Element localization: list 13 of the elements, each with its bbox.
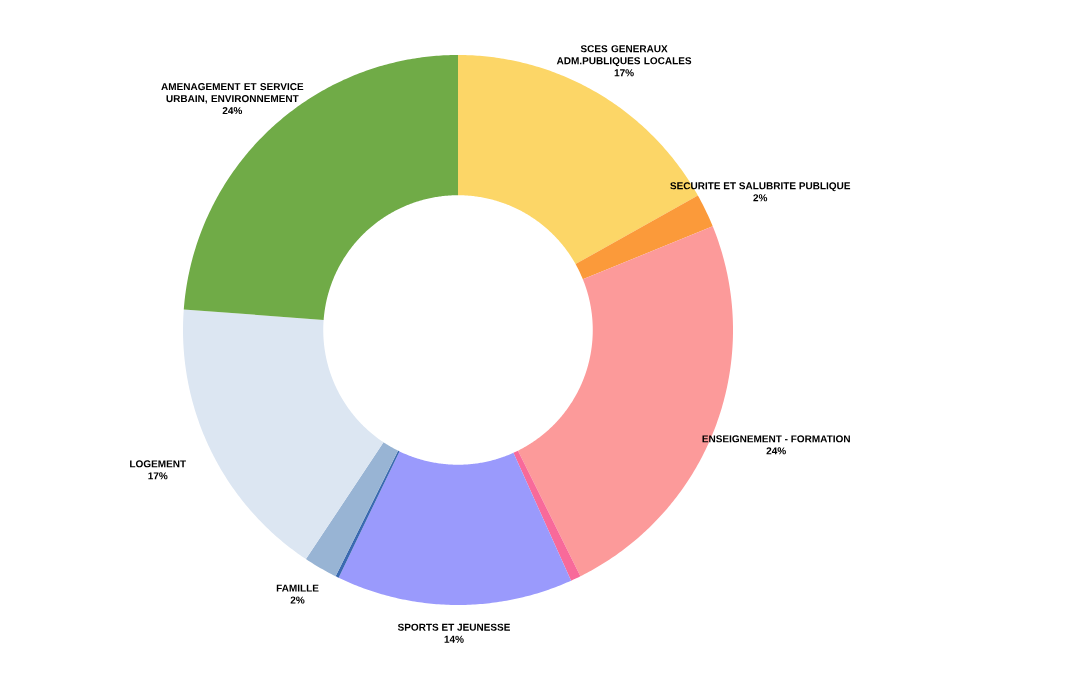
slice-label: SPORTS ET JEUNESSE: [397, 623, 510, 631]
slice-label: AMENAGEMENT ET SERVICE URBAIN, ENVIRONNEMENT: [161, 83, 304, 104]
data-label: 17%: [614, 69, 634, 77]
slice-label: SCES GENERAUX ADM.PUBLIQUES LOCALES: [556, 45, 692, 67]
data-label: 2%: [753, 194, 768, 202]
slice-label: LOGEMENT: [130, 460, 186, 468]
data-label: 2%: [290, 596, 305, 604]
data-label: 24%: [222, 107, 243, 115]
data-label: 17%: [148, 472, 168, 480]
slice-label: FAMILLE: [276, 584, 319, 592]
data-label: 14%: [444, 635, 464, 643]
slice-label: ENSEIGNEMENT - FORMATION: [702, 435, 850, 443]
data-label: 24%: [766, 447, 786, 455]
